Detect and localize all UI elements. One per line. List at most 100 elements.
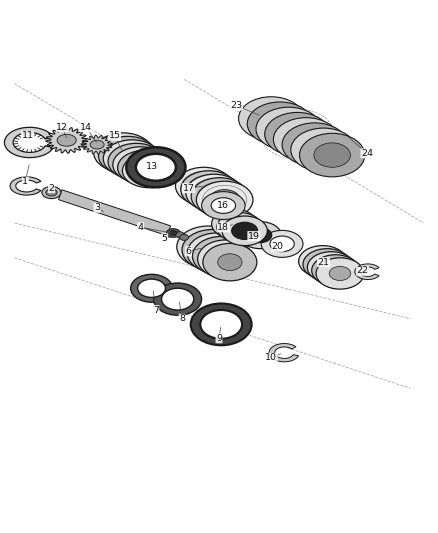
Ellipse shape — [273, 118, 339, 161]
Ellipse shape — [182, 230, 243, 270]
Ellipse shape — [42, 187, 61, 199]
Ellipse shape — [122, 154, 177, 188]
Ellipse shape — [131, 159, 159, 176]
Ellipse shape — [46, 189, 57, 196]
Ellipse shape — [90, 140, 104, 149]
Ellipse shape — [232, 222, 258, 239]
Ellipse shape — [103, 140, 161, 177]
Polygon shape — [131, 214, 134, 224]
Text: 23: 23 — [230, 101, 243, 110]
Ellipse shape — [249, 228, 272, 243]
Ellipse shape — [291, 128, 356, 172]
Polygon shape — [93, 201, 97, 211]
Ellipse shape — [321, 260, 342, 274]
Text: 21: 21 — [318, 257, 329, 266]
Ellipse shape — [181, 171, 237, 208]
Ellipse shape — [221, 215, 247, 232]
Ellipse shape — [196, 181, 253, 219]
Ellipse shape — [122, 152, 150, 171]
Polygon shape — [355, 264, 379, 279]
Ellipse shape — [314, 143, 350, 167]
Polygon shape — [103, 205, 106, 214]
Polygon shape — [46, 127, 88, 154]
Ellipse shape — [176, 167, 232, 205]
Polygon shape — [269, 344, 299, 362]
Ellipse shape — [113, 146, 142, 165]
Ellipse shape — [329, 266, 351, 280]
Ellipse shape — [299, 246, 346, 277]
Ellipse shape — [126, 147, 185, 187]
Polygon shape — [59, 190, 170, 236]
Ellipse shape — [177, 226, 240, 268]
Ellipse shape — [316, 258, 364, 289]
Ellipse shape — [191, 177, 248, 215]
Ellipse shape — [194, 238, 222, 256]
Ellipse shape — [109, 143, 138, 162]
Polygon shape — [75, 195, 78, 205]
Text: 1: 1 — [22, 177, 28, 186]
Ellipse shape — [199, 183, 230, 203]
Polygon shape — [121, 211, 125, 221]
Ellipse shape — [113, 147, 169, 182]
Text: 5: 5 — [162, 233, 168, 243]
Ellipse shape — [127, 156, 155, 174]
Text: 4: 4 — [138, 223, 144, 232]
Ellipse shape — [117, 150, 173, 185]
Ellipse shape — [99, 136, 157, 175]
Ellipse shape — [247, 102, 313, 146]
Ellipse shape — [108, 143, 165, 180]
Ellipse shape — [325, 263, 346, 278]
Polygon shape — [4, 127, 53, 158]
Ellipse shape — [180, 235, 188, 240]
Ellipse shape — [288, 127, 324, 151]
Ellipse shape — [253, 107, 290, 131]
Ellipse shape — [117, 149, 146, 168]
Ellipse shape — [305, 138, 342, 162]
Ellipse shape — [218, 254, 242, 271]
Ellipse shape — [170, 231, 177, 235]
Ellipse shape — [222, 216, 267, 246]
Text: 18: 18 — [217, 223, 230, 232]
Ellipse shape — [270, 117, 307, 141]
Ellipse shape — [213, 251, 238, 268]
Ellipse shape — [261, 111, 298, 136]
Ellipse shape — [300, 133, 365, 177]
Text: 15: 15 — [109, 132, 120, 140]
Ellipse shape — [201, 192, 245, 220]
Ellipse shape — [211, 198, 236, 213]
Text: 24: 24 — [361, 149, 373, 158]
Ellipse shape — [191, 303, 252, 345]
Text: 22: 22 — [357, 266, 369, 276]
Text: 17: 17 — [183, 184, 194, 192]
Text: 9: 9 — [216, 334, 222, 343]
Ellipse shape — [297, 133, 333, 157]
Text: 19: 19 — [248, 231, 260, 240]
Text: 6: 6 — [186, 247, 191, 256]
Ellipse shape — [265, 112, 330, 156]
Ellipse shape — [209, 190, 240, 210]
Polygon shape — [82, 135, 113, 154]
Ellipse shape — [198, 240, 253, 278]
Ellipse shape — [131, 274, 173, 302]
Ellipse shape — [212, 209, 257, 239]
Ellipse shape — [316, 257, 338, 271]
Text: 14: 14 — [80, 123, 92, 132]
Ellipse shape — [240, 222, 281, 249]
Ellipse shape — [239, 97, 304, 140]
Text: 12: 12 — [57, 123, 68, 132]
Ellipse shape — [204, 186, 235, 207]
Ellipse shape — [138, 279, 166, 297]
Ellipse shape — [162, 288, 194, 310]
Ellipse shape — [186, 174, 243, 212]
Ellipse shape — [200, 310, 242, 339]
Text: 13: 13 — [145, 162, 158, 171]
Ellipse shape — [188, 176, 219, 196]
Ellipse shape — [176, 232, 184, 238]
Ellipse shape — [307, 252, 355, 283]
Ellipse shape — [303, 249, 351, 280]
Text: 3: 3 — [94, 203, 100, 212]
Ellipse shape — [279, 122, 316, 147]
Text: 8: 8 — [179, 314, 185, 323]
Text: 20: 20 — [272, 243, 284, 252]
Ellipse shape — [57, 134, 76, 146]
